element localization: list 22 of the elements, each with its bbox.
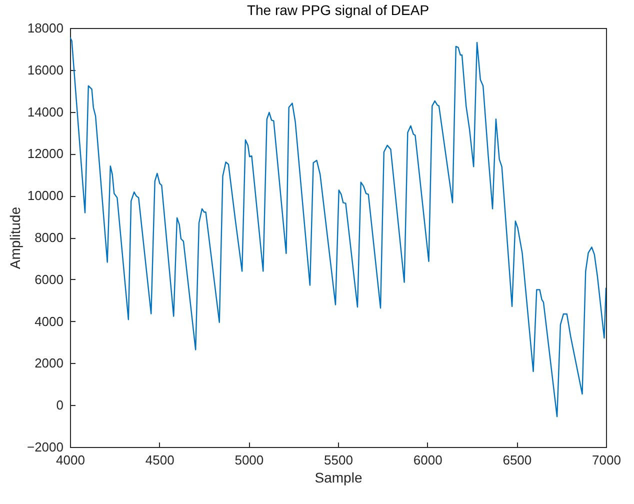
x-tick-label: 4000: [56, 452, 85, 468]
x-tick-label: 6000: [413, 452, 442, 468]
chart-title: The raw PPG signal of DEAP: [246, 2, 430, 18]
y-axis-title: Amplitude: [6, 206, 23, 270]
x-tick-label: 7000: [592, 452, 621, 468]
y-tick-label: 16000: [27, 62, 64, 78]
x-tick-label: 5000: [234, 452, 264, 468]
x-tick-label: 5500: [324, 452, 353, 468]
y-tick-label: 12000: [27, 146, 64, 162]
y-tick-label: 0: [56, 398, 64, 413]
y-tick-label: 14000: [27, 104, 64, 120]
x-axis-title: Sample: [314, 470, 362, 486]
y-tick-label: 4000: [34, 314, 64, 329]
y-tick-label: 2000: [34, 356, 64, 371]
y-tick-label: 6000: [34, 272, 64, 287]
y-tick-label: 8000: [34, 230, 64, 245]
line-series: [70, 36, 606, 418]
y-tick-label: −2000: [26, 440, 64, 454]
y-tick-label: 10000: [27, 188, 64, 204]
x-tick-label: 6500: [502, 452, 532, 468]
y-tick-label: 18000: [27, 20, 64, 36]
x-tick-label: 4500: [145, 452, 174, 468]
